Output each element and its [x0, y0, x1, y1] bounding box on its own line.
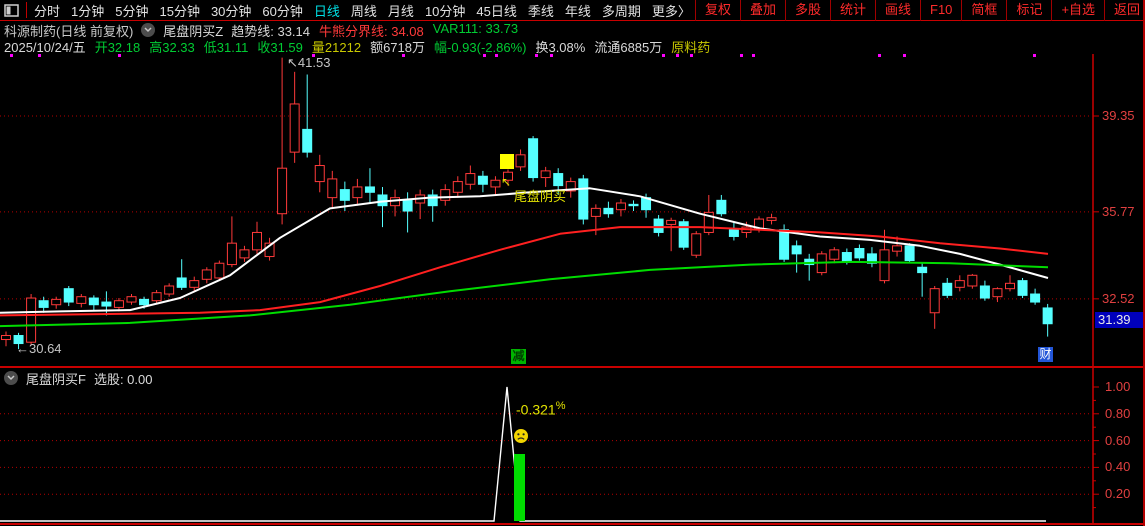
action-toolbar: 复权 叠加 多股 统计 画线 F10 简框 标记 +自选 返回 — [694, 0, 1143, 21]
quote-segment: 量21212 — [311, 39, 362, 55]
stock-title: 科源制药(日线 前复权) — [4, 23, 134, 39]
price-axis-label: 39.35 — [1102, 108, 1135, 123]
quote-segment: 收31.59 — [257, 39, 303, 55]
indicator-value: VAR111: 33.73 — [432, 20, 519, 36]
period-tab[interactable]: 60分钟 — [262, 3, 303, 19]
period-toolbar: 分时 1分钟 5分钟 15分钟 30分钟 60分钟 日线 周线 月线 10分钟 45日线 季线 年线 多周… — [0, 1, 695, 20]
indicator-value: 牛熊分界线: 34.08 — [319, 23, 424, 39]
quote-segment: 流通6885万 — [594, 39, 663, 55]
period-tab[interactable]: 多周期 — [601, 3, 641, 19]
period-tab[interactable]: 日线 — [313, 3, 340, 19]
period-tab[interactable]: 45日线 — [476, 3, 517, 19]
quote-segment: 2025/10/24/五 — [4, 39, 86, 55]
quote-segment: 开32.18 — [94, 39, 141, 55]
signal-arrow-icon: ↖ — [501, 175, 512, 189]
reduce-badge[interactable]: 减 — [511, 349, 526, 364]
signal-label: 尾盘阴买 — [514, 189, 567, 204]
yellow-square-marker — [500, 154, 514, 169]
top-toolbar: 分时 1分钟 5分钟 15分钟 30分钟 60分钟 日线 周线 月线 10分钟 45日线 季线 年线 多周… — [0, 0, 1143, 21]
chevron-down-circle-icon[interactable] — [4, 371, 18, 385]
bottom-border — [0, 523, 1143, 525]
price-axis-label: 32.52 — [1102, 290, 1135, 306]
toolbar-button[interactable]: 统计 — [829, 0, 875, 21]
period-tab[interactable]: 15分钟 — [159, 3, 200, 19]
sub-indicator-header: 尾盘阴买F 选股: 0.00 — [4, 370, 153, 387]
period-tab[interactable]: 年线 — [564, 3, 591, 19]
window-layout-icon[interactable] — [4, 3, 19, 17]
period-tabs: 分时 1分钟 5分钟 15分钟 30分钟 60分钟 日线 周线 月线 10分钟 45日线 季线 年线 多周… — [34, 1, 652, 20]
quote-segment: 额6718万 — [370, 39, 425, 55]
quote-bar: 2025/10/24/五 开32.18 高32.33 低31.11 收31.59 量212… — [4, 38, 711, 55]
indicator-values: 趋势线: 33.14 牛熊分界线: 34.08 VAR111: 33.73 — [231, 21, 518, 40]
period-tab[interactable]: 季线 — [527, 3, 554, 19]
percent-annotation: -0.321% — [516, 400, 566, 418]
price-axis-label: 35.77 — [1102, 203, 1135, 219]
sub-axis-label: 0.60 — [1105, 432, 1131, 448]
toolbar-button[interactable]: 复权 — [694, 0, 740, 21]
finance-badge[interactable]: 财 — [1038, 347, 1053, 362]
quote-segment: 低31.11 — [203, 39, 249, 55]
last-price-tag: 31.39 — [1095, 312, 1143, 328]
sub-axis-label: 0.20 — [1105, 486, 1131, 502]
toolbar-button[interactable]: 返回 — [1104, 0, 1143, 21]
panel-separator[interactable] — [0, 366, 1143, 368]
more-menu[interactable]: 更多〉 — [651, 3, 691, 19]
period-tab[interactable]: 10分钟 — [424, 3, 466, 19]
sad-face-icon — [513, 428, 529, 444]
sub-axis-label: 0.80 — [1105, 405, 1131, 421]
period-tab[interactable]: 5分钟 — [115, 3, 149, 19]
main-chart-canvas[interactable] — [0, 54, 1093, 366]
quote-segment: 高32.33 — [149, 39, 195, 55]
period-tab[interactable]: 分时 — [34, 3, 61, 19]
quote-segment: 换3.08% — [535, 39, 586, 55]
period-tab[interactable]: 1分钟 — [71, 3, 105, 19]
indicator-info-row: 科源制药(日线 前复权) 尾盘阴买Z 趋势线: 33.14 牛熊分界线: 34.0… — [4, 21, 518, 40]
quote-segment: 幅-0.93(-2.86%) — [433, 39, 527, 55]
low-price-annotation: ←30.64 — [16, 341, 62, 356]
toolbar-button[interactable]: F10 — [920, 0, 961, 21]
period-tab[interactable]: 月线 — [387, 3, 414, 19]
quote-segment: 原料药 — [671, 39, 711, 55]
indicator-name[interactable]: 尾盘阴买Z — [163, 23, 224, 39]
toolbar-button[interactable]: 多股 — [784, 0, 830, 21]
indicator-value: 趋势线: 33.14 — [231, 23, 310, 39]
toolbar-divider — [26, 2, 27, 18]
toolbar-button[interactable]: 简框 — [961, 0, 1006, 21]
sub-indicator-value: 选股: 0.00 — [93, 371, 153, 387]
period-tab[interactable]: 30分钟 — [210, 3, 252, 19]
sub-axis-label: 1.00 — [1105, 379, 1131, 394]
toolbar-button[interactable]: +自选 — [1051, 0, 1104, 21]
toolbar-button[interactable]: 画线 — [875, 0, 920, 21]
sub-chart-canvas[interactable] — [0, 368, 1093, 523]
sub-axis-label: 0.40 — [1105, 459, 1131, 475]
high-price-annotation: ↖41.53 — [287, 55, 331, 70]
toolbar-button[interactable]: 标记 — [1006, 0, 1051, 21]
toolbar-button[interactable]: 叠加 — [739, 0, 785, 21]
sub-indicator-name[interactable]: 尾盘阴买F — [26, 371, 86, 387]
period-tab[interactable]: 周线 — [350, 3, 377, 19]
chevron-down-circle-icon[interactable] — [141, 23, 156, 37]
